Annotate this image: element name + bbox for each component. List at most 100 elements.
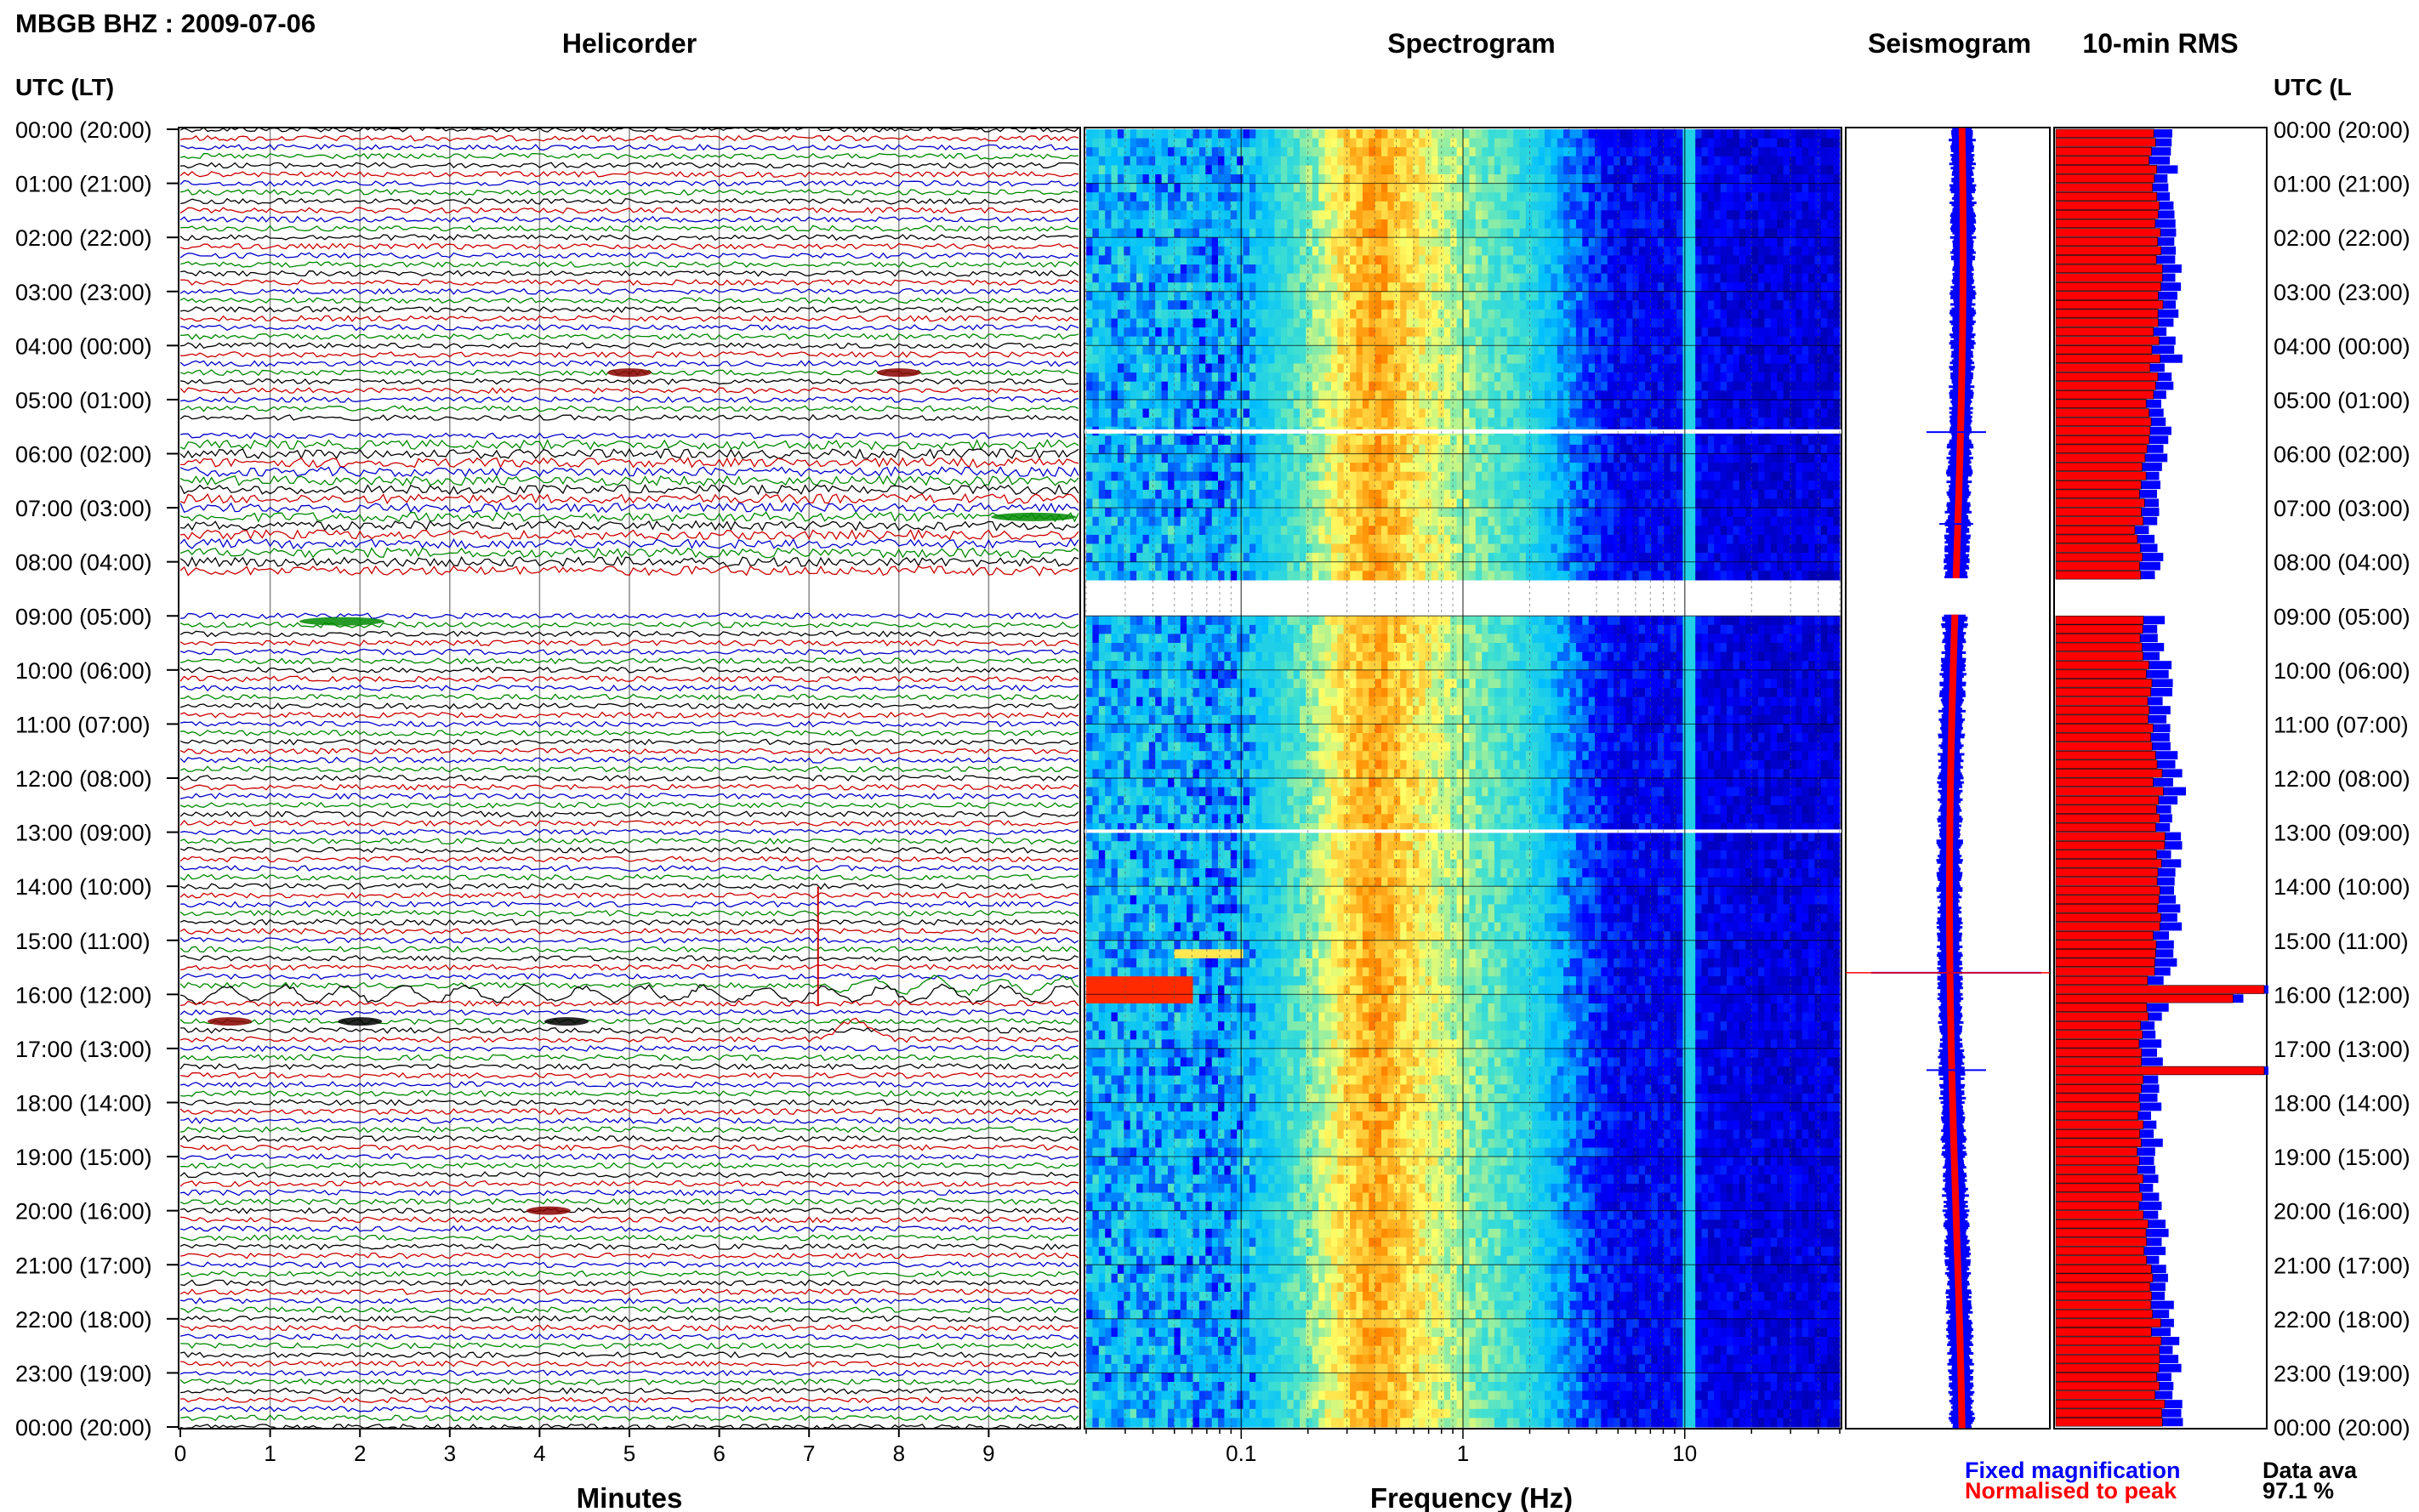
spectrogram-cell (1111, 210, 1118, 220)
spectrogram-cell (1701, 165, 1709, 175)
spectrogram-cell (1237, 463, 1244, 473)
spectrogram-cell (1638, 156, 1646, 166)
spectrogram-cell (1431, 336, 1439, 346)
spectrogram-cell (1387, 174, 1395, 185)
spectrogram-cell (1343, 300, 1351, 310)
spectrogram-cell (1645, 264, 1653, 275)
spectrogram-cell (1092, 399, 1100, 410)
helicorder-trace (179, 225, 1079, 232)
spectrogram-cell (1168, 264, 1175, 275)
spectrogram-cell (1450, 156, 1458, 166)
spectrogram-cell (1369, 255, 1376, 265)
spectrogram-cell (1419, 264, 1426, 275)
spectrogram-cell (1557, 282, 1564, 293)
spectrogram-cell (1569, 255, 1577, 265)
spectrogram-cell (1469, 372, 1477, 383)
spectrogram-cell (1614, 453, 1621, 463)
spectrogram-cell (1218, 291, 1225, 301)
spectrogram-cell (1764, 381, 1772, 391)
helicorder-trace (179, 983, 1079, 1006)
spectrogram-cell (1230, 138, 1238, 148)
spectrogram-cell (1300, 165, 1306, 175)
spectrogram-cell (1406, 444, 1414, 455)
spectrogram-cell (1456, 165, 1464, 175)
spectrogram-cell (1268, 463, 1276, 473)
spectrogram-cell (1494, 129, 1501, 139)
spectrogram-cell (1148, 444, 1156, 455)
spectrogram-cell (1249, 372, 1256, 383)
spectrogram-cell (1783, 273, 1790, 283)
spectrogram-cell (1211, 372, 1219, 383)
spectrogram-cell (1770, 435, 1778, 446)
spectrogram-cell (1350, 444, 1357, 455)
spectrogram-cell (1645, 408, 1653, 418)
spectrogram-cell (1796, 165, 1803, 175)
spectrogram-cell (1187, 444, 1194, 455)
spectrogram-cell (1387, 354, 1395, 365)
spectrogram-cell (1318, 444, 1326, 455)
spectrogram-cell (1664, 463, 1671, 473)
spectrogram-cell (1682, 183, 1690, 193)
spectrogram-cell (1657, 453, 1665, 463)
spectrogram-cell (1343, 390, 1351, 401)
spectrogram-cell (1180, 372, 1187, 383)
spectrogram-cell (1369, 318, 1376, 328)
spectrogram-cell (1607, 435, 1614, 446)
spectrogram-cell (1820, 264, 1828, 275)
spectrogram-cell (1318, 354, 1326, 365)
spectrogram-cell (1393, 463, 1401, 473)
spectrogram-cell (1312, 192, 1319, 202)
spectrogram-cell (1098, 408, 1106, 418)
spectrogram-cell (1205, 489, 1213, 500)
spectrogram-cell (1092, 201, 1100, 211)
spectrogram-cell (1645, 318, 1653, 328)
spectrogram-cell (1287, 336, 1295, 346)
spectrogram-cell (1506, 453, 1514, 463)
spectrogram-cell (1764, 309, 1772, 320)
spectrogram-cell (1387, 300, 1395, 310)
spectrogram-cell (1595, 246, 1602, 256)
spectrogram-cell (1563, 210, 1571, 220)
spectrogram-cell (1783, 228, 1790, 238)
spectrogram-cell (1443, 345, 1451, 355)
helicorder-trace (179, 756, 1079, 764)
spectrogram-cell (1820, 336, 1828, 346)
spectrogram-cell (1300, 147, 1306, 157)
spectrogram-cell (1425, 156, 1432, 166)
spectrogram-cell (1657, 327, 1665, 338)
spectrogram-cell (1758, 246, 1765, 256)
spectrogram-cell (1619, 210, 1627, 220)
spectrogram-cell (1614, 138, 1621, 148)
spectrogram-cell (1456, 174, 1464, 185)
helicorder-trace (179, 1414, 1079, 1422)
spectrogram-cell (1331, 255, 1338, 265)
spectrogram-cell (1431, 129, 1439, 139)
spectrogram-cell (1601, 219, 1608, 230)
spectrogram-cell (1482, 192, 1489, 202)
spectrogram-cell (1770, 246, 1778, 256)
spectrogram-cell (1695, 264, 1703, 275)
spectrogram-cell (1356, 273, 1363, 283)
spectrogram-cell (1739, 381, 1746, 391)
spectrogram-cell (1261, 291, 1269, 301)
spectrogram-cell (1192, 390, 1200, 401)
spectrogram-cell (1513, 444, 1521, 455)
spectrogram-cell (1619, 372, 1627, 383)
spectrogram-cell (1601, 228, 1608, 238)
spectrogram-cell (1783, 246, 1790, 256)
spectrogram-cell (1412, 237, 1420, 247)
spectrogram-cell (1136, 291, 1144, 301)
spectrogram-cell (1820, 129, 1828, 139)
spectrogram-cell (1268, 471, 1276, 481)
spectrogram-cell (1475, 210, 1483, 220)
spectrogram-cell (1801, 174, 1809, 185)
spectrogram-cell (1237, 201, 1244, 211)
spectrogram-cell (1205, 138, 1213, 148)
spectrogram-cell (1676, 453, 1683, 463)
spectrogram-cell (1701, 147, 1709, 157)
spectrogram-cell (1664, 354, 1671, 365)
spectrogram-cell (1720, 435, 1727, 446)
spectrogram-cell (1569, 381, 1577, 391)
spectrogram-cell (1086, 165, 1093, 175)
spectrogram-cell (1155, 354, 1163, 365)
